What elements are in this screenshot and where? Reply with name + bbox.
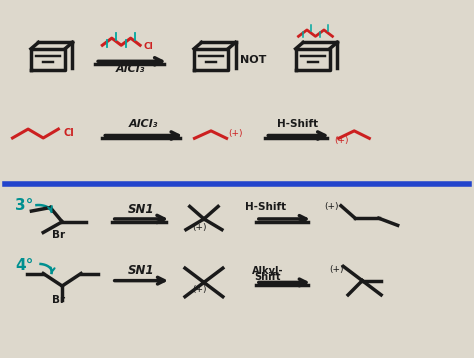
- Text: 4°: 4°: [15, 258, 33, 273]
- Text: (+): (+): [335, 136, 349, 145]
- Text: (+): (+): [192, 223, 207, 232]
- Text: Shift: Shift: [254, 272, 281, 281]
- Text: H-Shift: H-Shift: [245, 202, 286, 212]
- Text: AlCl₃: AlCl₃: [116, 64, 146, 74]
- Text: Cl: Cl: [64, 129, 74, 138]
- Text: AlCl₃: AlCl₃: [129, 119, 158, 129]
- Text: 3°: 3°: [15, 198, 33, 213]
- Text: SN1: SN1: [128, 203, 154, 216]
- Text: (+): (+): [192, 285, 207, 294]
- Text: Cl: Cl: [144, 42, 154, 51]
- Text: (+): (+): [329, 265, 344, 274]
- Text: NOT: NOT: [240, 54, 267, 64]
- Text: (+): (+): [228, 129, 243, 138]
- Text: (+): (+): [324, 202, 339, 211]
- Text: Alkyl-: Alkyl-: [252, 266, 283, 276]
- Text: SN1: SN1: [128, 264, 154, 277]
- Text: Br: Br: [52, 230, 65, 240]
- Text: Br: Br: [52, 295, 65, 305]
- Text: H-Shift: H-Shift: [277, 119, 318, 129]
